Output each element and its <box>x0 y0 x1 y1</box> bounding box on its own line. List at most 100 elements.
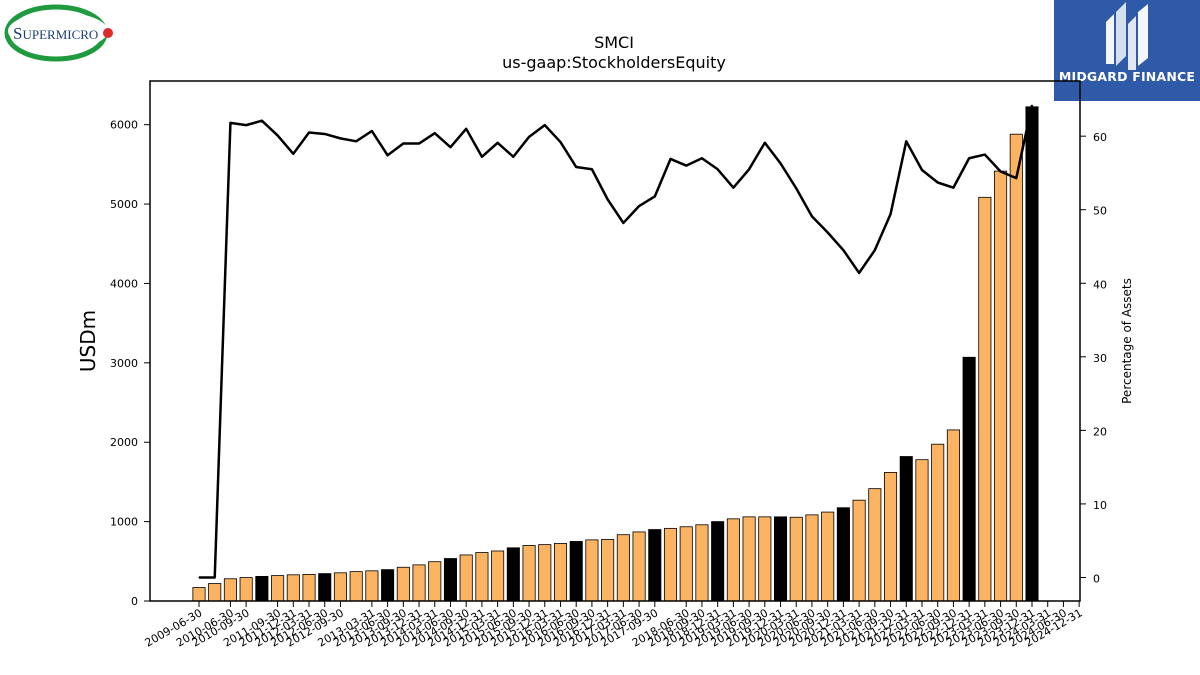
bar <box>333 572 347 602</box>
line-point <box>622 222 624 224</box>
bar <box>1009 133 1023 602</box>
bar <box>663 527 678 602</box>
bar <box>805 514 819 602</box>
line-point <box>858 272 860 274</box>
y2-tick-label: 0 <box>1093 572 1100 585</box>
bar <box>789 516 803 602</box>
y2-axis-label: Percentage of Assets <box>1120 278 1134 404</box>
bar <box>915 459 929 602</box>
line-point <box>638 205 640 207</box>
bar <box>271 575 285 602</box>
bar <box>836 507 850 602</box>
line-point <box>465 128 467 130</box>
line-point <box>591 168 593 170</box>
line-point <box>387 154 389 156</box>
plot-frame <box>149 80 1081 602</box>
line-point <box>324 133 326 135</box>
line-point <box>811 215 813 217</box>
line-point <box>842 249 845 251</box>
line-point <box>1015 177 1017 179</box>
line-point <box>795 187 797 189</box>
bar <box>522 545 536 602</box>
bar <box>491 550 505 602</box>
y-tick-label: 4000 <box>110 277 138 290</box>
line-point <box>481 156 483 158</box>
y2-tick-label: 20 <box>1093 425 1107 438</box>
y-axis-left: 0 1000 2000 3000 4000 5000 6000 <box>110 119 150 608</box>
bar <box>286 574 300 602</box>
line-point <box>371 130 373 132</box>
bar <box>302 574 316 602</box>
y2-tick-label: 10 <box>1093 499 1107 512</box>
line-point <box>528 136 530 138</box>
line-point <box>669 158 672 160</box>
bar <box>396 566 410 602</box>
bar <box>632 531 646 602</box>
bar <box>994 170 1008 602</box>
bar <box>1025 106 1039 602</box>
bar <box>443 558 457 602</box>
y2-tick-label: 50 <box>1093 205 1107 218</box>
bar <box>601 539 615 602</box>
line-point <box>685 164 687 167</box>
line-point <box>999 170 1002 173</box>
bar <box>553 543 568 602</box>
line-point <box>434 132 436 134</box>
midgard-m-icon <box>1106 2 1148 70</box>
line-point <box>874 249 876 251</box>
y-tick-label: 5000 <box>110 198 138 211</box>
bar <box>569 541 583 602</box>
line-point <box>418 142 420 145</box>
line-point <box>245 124 247 126</box>
bar <box>852 499 866 602</box>
bar <box>931 443 945 602</box>
line-point <box>654 195 656 198</box>
bar <box>585 539 599 602</box>
bar <box>868 488 882 602</box>
bar <box>946 429 960 602</box>
bar <box>412 564 426 602</box>
line-point <box>497 142 499 144</box>
y-tick-label: 3000 <box>110 357 138 370</box>
line-point <box>717 168 719 170</box>
x-axis: 2009-06-302010-06-302010-09-302011-09-30… <box>143 601 1085 650</box>
line-point <box>276 134 279 137</box>
bar <box>506 547 520 602</box>
chart-title: SMCI <box>594 33 634 52</box>
line-point <box>229 122 232 124</box>
line-point <box>748 168 750 170</box>
bar <box>774 516 788 602</box>
bar <box>679 526 693 602</box>
bar <box>349 571 363 602</box>
y-tick-label: 1000 <box>110 516 138 529</box>
line-layer <box>198 104 1034 579</box>
line-point <box>308 131 310 134</box>
bar <box>208 583 222 602</box>
y-tick-label: 6000 <box>110 119 138 132</box>
y2-tick-label: 40 <box>1093 278 1107 291</box>
bars-layer <box>192 106 1039 602</box>
supermicro-logo: SUPERMICRO <box>4 4 116 62</box>
bar <box>192 587 206 602</box>
chart-subtitle: us-gaap:StockholdersEquity <box>502 53 726 72</box>
line-point <box>339 137 342 139</box>
line-point <box>827 231 829 234</box>
line-point <box>261 120 263 122</box>
line-point <box>355 140 357 142</box>
svg-text:SUPERMICRO: SUPERMICRO <box>13 24 98 43</box>
line-point <box>575 166 577 168</box>
midgard-finance-logo: MIDGARD FINANCE <box>1054 0 1200 101</box>
bar <box>978 196 992 602</box>
y-tick-label: 0 <box>131 595 138 608</box>
line-point <box>292 153 294 155</box>
bar <box>475 552 489 602</box>
line-point <box>701 157 703 159</box>
line-point <box>559 141 562 143</box>
y-axis-right: 0 10 20 30 40 50 60 <box>1080 131 1107 585</box>
bar <box>365 570 379 602</box>
bar <box>695 524 709 602</box>
bar <box>899 456 913 602</box>
line-point <box>921 169 923 171</box>
line-point <box>968 157 970 159</box>
